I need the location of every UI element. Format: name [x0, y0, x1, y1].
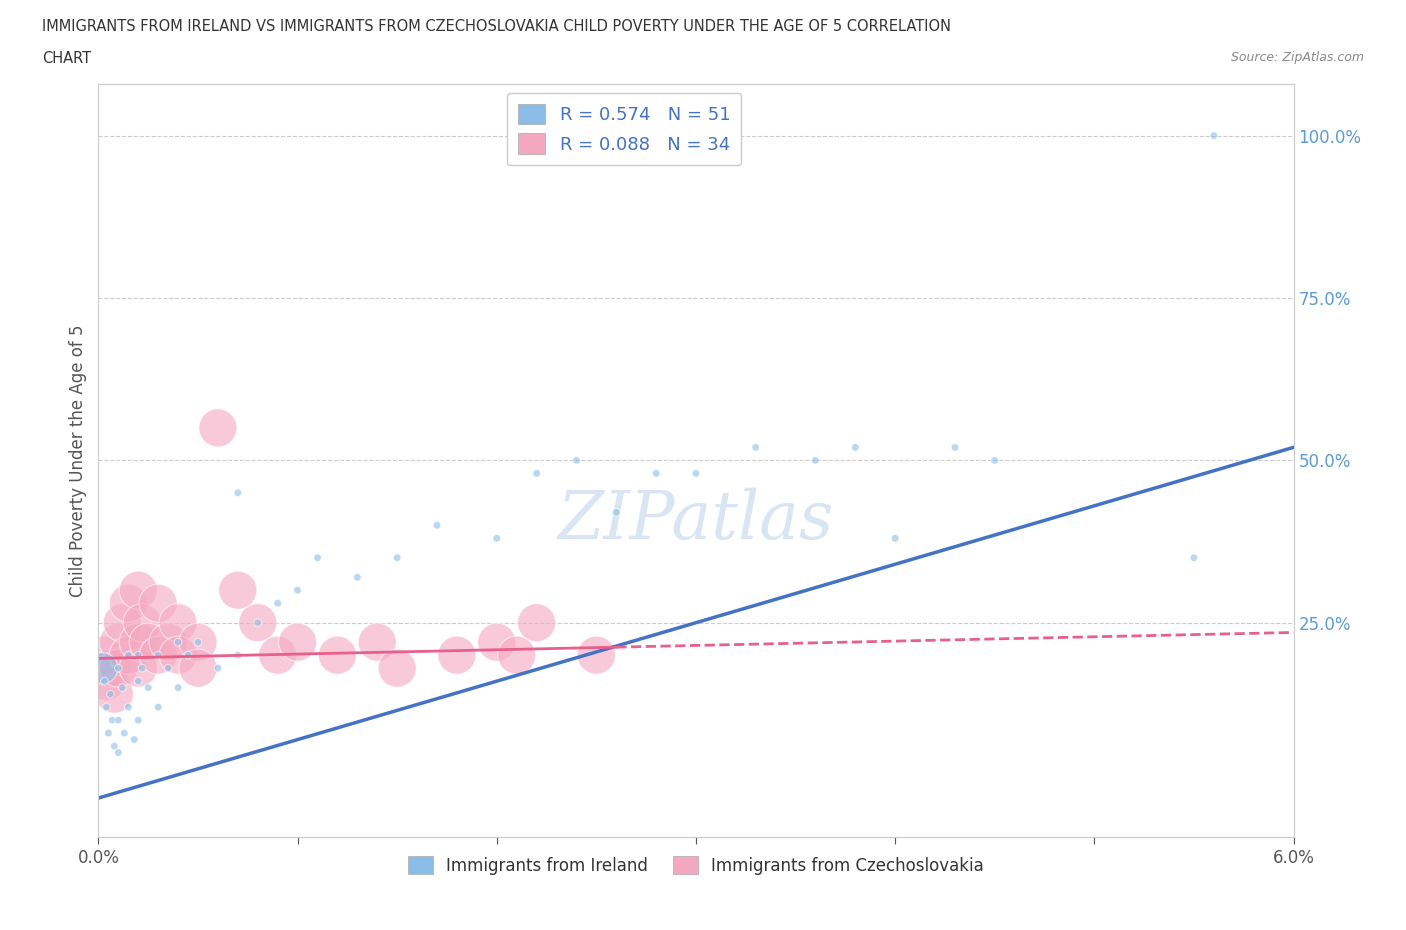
Point — [385, 551, 409, 565]
Point — [346, 570, 368, 585]
Point — [103, 686, 125, 701]
Point — [267, 647, 290, 662]
Point — [127, 635, 149, 650]
Point — [117, 596, 139, 611]
Point — [97, 725, 120, 740]
Point — [307, 551, 329, 565]
Point — [226, 485, 249, 500]
Point — [267, 596, 290, 611]
Point — [91, 660, 114, 675]
Legend: Immigrants from Ireland, Immigrants from Czechoslovakia: Immigrants from Ireland, Immigrants from… — [401, 849, 991, 882]
Point — [246, 616, 269, 631]
Point — [148, 647, 170, 662]
Point — [112, 725, 135, 740]
Point — [506, 647, 529, 662]
Point — [107, 712, 129, 727]
Point — [526, 466, 548, 481]
Point — [326, 647, 349, 662]
Point — [526, 616, 548, 631]
Point — [207, 660, 229, 675]
Point — [366, 635, 388, 650]
Point — [111, 680, 134, 695]
Point — [117, 699, 139, 714]
Point — [385, 660, 409, 675]
Point — [745, 440, 768, 455]
Point — [246, 616, 269, 631]
Point — [157, 635, 180, 650]
Point — [117, 647, 139, 662]
Point — [98, 660, 122, 675]
Point — [226, 583, 249, 598]
Point — [884, 531, 907, 546]
Point — [124, 732, 146, 747]
Text: CHART: CHART — [42, 51, 91, 66]
Point — [107, 660, 129, 675]
Point — [127, 583, 149, 598]
Point — [207, 420, 229, 435]
Point — [111, 616, 134, 631]
Point — [1182, 551, 1205, 565]
Point — [187, 635, 209, 650]
Point — [287, 635, 309, 650]
Point — [187, 660, 209, 675]
Point — [127, 660, 149, 675]
Point — [127, 673, 149, 688]
Point — [107, 745, 129, 760]
Point — [101, 712, 124, 727]
Point — [1202, 128, 1225, 143]
Point — [167, 647, 190, 662]
Point — [148, 647, 170, 662]
Point — [167, 635, 190, 650]
Point — [485, 635, 508, 650]
Point — [844, 440, 866, 455]
Point — [426, 518, 449, 533]
Text: IMMIGRANTS FROM IRELAND VS IMMIGRANTS FROM CZECHOSLOVAKIA CHILD POVERTY UNDER TH: IMMIGRANTS FROM IRELAND VS IMMIGRANTS FR… — [42, 19, 952, 33]
Point — [645, 466, 668, 481]
Point — [148, 699, 170, 714]
Point — [91, 647, 114, 662]
Y-axis label: Child Poverty Under the Age of 5: Child Poverty Under the Age of 5 — [69, 324, 87, 597]
Point — [107, 635, 129, 650]
Text: ZIPatlas: ZIPatlas — [558, 488, 834, 553]
Point — [943, 440, 966, 455]
Point — [167, 680, 190, 695]
Point — [131, 616, 153, 631]
Point — [585, 647, 607, 662]
Point — [131, 660, 153, 675]
Point — [177, 647, 200, 662]
Point — [96, 673, 118, 688]
Point — [96, 699, 118, 714]
Text: Source: ZipAtlas.com: Source: ZipAtlas.com — [1230, 51, 1364, 64]
Point — [565, 453, 588, 468]
Point — [98, 686, 122, 701]
Point — [127, 712, 149, 727]
Point — [287, 583, 309, 598]
Point — [93, 673, 115, 688]
Point — [127, 647, 149, 662]
Point — [226, 647, 249, 662]
Point — [804, 453, 827, 468]
Point — [136, 635, 159, 650]
Point — [103, 738, 125, 753]
Point — [685, 466, 707, 481]
Point — [167, 616, 190, 631]
Point — [187, 635, 209, 650]
Point — [148, 596, 170, 611]
Point — [485, 531, 508, 546]
Point — [446, 647, 468, 662]
Point — [136, 680, 159, 695]
Point — [117, 647, 139, 662]
Point — [157, 660, 180, 675]
Point — [107, 660, 129, 675]
Point — [984, 453, 1007, 468]
Point — [605, 505, 627, 520]
